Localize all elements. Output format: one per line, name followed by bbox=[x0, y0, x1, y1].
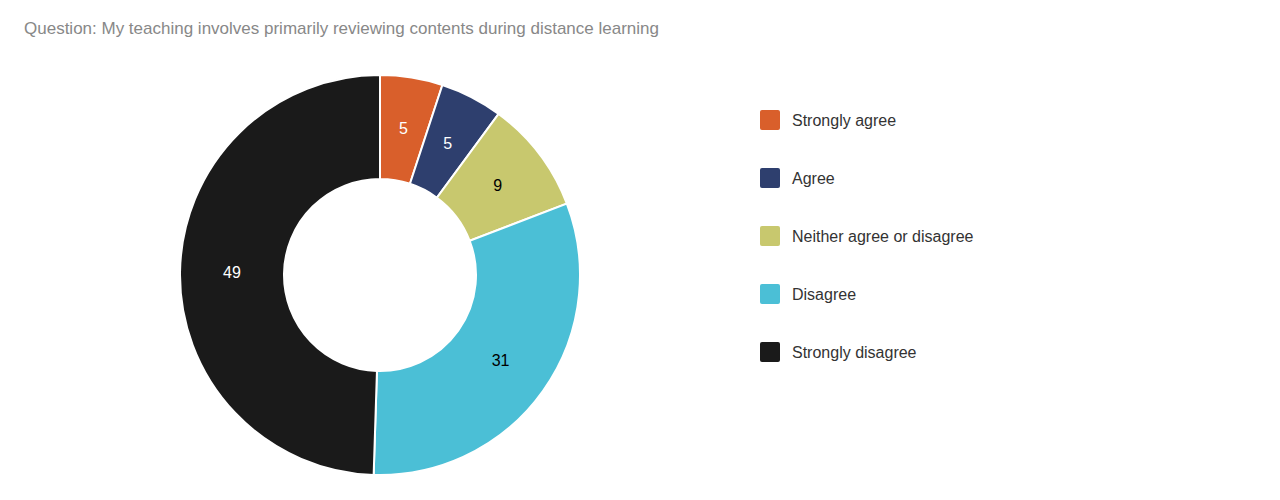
legend-label: Strongly agree bbox=[792, 112, 896, 129]
data-label: 9 bbox=[493, 177, 502, 194]
slice bbox=[374, 204, 580, 475]
legend-label: Disagree bbox=[792, 286, 856, 303]
data-label: 31 bbox=[492, 352, 510, 369]
title: Question: My teaching involves primarily… bbox=[24, 19, 659, 38]
legend: Strongly agree Agree Neither agree or disa… bbox=[760, 110, 974, 362]
legend-swatch bbox=[760, 342, 780, 362]
donut bbox=[180, 75, 580, 475]
legend-swatch bbox=[760, 226, 780, 246]
legend-swatch bbox=[760, 284, 780, 304]
legend-label: Strongly disagree bbox=[792, 344, 917, 361]
chart-svg: Question: My teaching involves primarily… bbox=[0, 0, 1280, 500]
legend-label: Agree bbox=[792, 170, 835, 187]
slice bbox=[180, 75, 380, 475]
data-label: 49 bbox=[223, 264, 241, 281]
legend-swatch bbox=[760, 168, 780, 188]
legend-label: Neither agree or disagree bbox=[792, 228, 974, 245]
data-label: 5 bbox=[399, 120, 408, 137]
legend-swatch bbox=[760, 110, 780, 130]
data-labels: 5 5 9 31 49 bbox=[223, 120, 509, 369]
data-label: 5 bbox=[443, 135, 452, 152]
chart-container: Question: My teaching involves primarily… bbox=[0, 0, 1280, 500]
